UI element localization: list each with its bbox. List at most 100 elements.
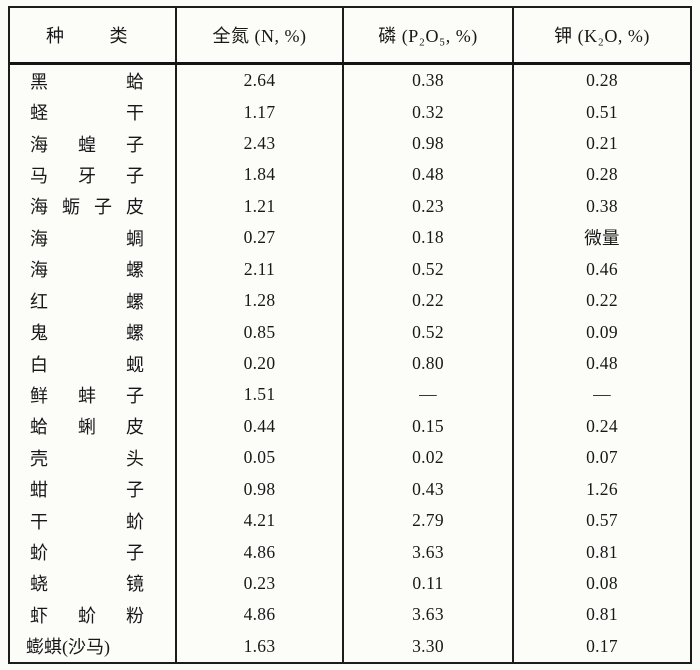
species-name-segment: 螺: [126, 260, 144, 281]
cell-species: 壳头: [10, 442, 177, 474]
phosphorus-value: 0.18: [412, 227, 444, 248]
species-name-segment: 子: [94, 197, 112, 218]
cell-phosphorus: 0.48: [344, 159, 514, 191]
species-name: 虾蚧粉: [30, 602, 144, 628]
cell-phosphorus: 0.11: [344, 567, 514, 600]
table-row: 蟛蜞(沙马) 1.63 3.30 0.17: [10, 630, 690, 663]
cell-nitrogen: 2.64: [177, 65, 344, 97]
table-row: 黑蛤 2.64 0.38 0.28: [10, 65, 690, 97]
cell-species: 蚶子: [10, 473, 177, 505]
species-name-segment: 皮: [126, 417, 144, 438]
cell-species: 鬼螺: [10, 316, 177, 348]
cell-nitrogen: 1.84: [177, 159, 344, 191]
table-row: 海螺 2.11 0.52 0.46: [10, 253, 690, 285]
cell-species: 虾蚧粉: [10, 599, 177, 631]
cell-potassium: 1.26: [514, 473, 690, 504]
species-name-segment: 蜊: [78, 417, 96, 438]
header-species-label: 种 类: [46, 22, 128, 48]
species-name: 海蝗子: [30, 131, 144, 157]
phosphorus-value: 0.32: [412, 101, 444, 122]
species-name-segment: 蜩: [126, 228, 144, 249]
species-name-segment: 蛏: [30, 103, 48, 124]
header-phosphorus: 磷 (P₂O₅, %): [344, 8, 514, 62]
table-row: 蛏干 1.17 0.32 0.51: [10, 96, 690, 128]
cell-phosphorus: 0.02: [344, 442, 514, 474]
phosphorus-value: —: [419, 384, 437, 405]
nitrogen-value: 0.20: [243, 353, 276, 373]
table-row: 红螺 1.28 0.22 0.22: [10, 284, 690, 317]
nitrogen-value: 1.84: [243, 164, 276, 185]
potassium-value: 0.22: [586, 290, 618, 311]
species-name: 蚶子: [30, 476, 144, 502]
nitrogen-value: 1.63: [243, 635, 276, 656]
species-name-segment: 红: [30, 291, 48, 312]
species-name: 海蛎子皮: [30, 193, 144, 219]
species-name-segment: 蚧: [78, 605, 96, 626]
species-name-segment: 蟛蜞(沙马): [26, 637, 110, 658]
nitrogen-value: 0.23: [243, 572, 276, 593]
phosphorus-value: 3.30: [412, 635, 444, 656]
cell-phosphorus: 3.30: [344, 630, 514, 663]
cell-nitrogen: 0.05: [177, 442, 344, 474]
species-name-segment: 蛲: [30, 574, 48, 595]
phosphorus-value: 0.52: [412, 258, 444, 279]
species-name: 干蚧: [30, 508, 144, 534]
potassium-value: 0.08: [586, 572, 618, 593]
nutrient-table: 种 类 全氮 (N, %) 磷 (P₂O₅, %) 钾 (K₂O, %) 黑蛤 …: [8, 6, 692, 664]
potassium-value: 0.28: [586, 70, 618, 91]
phosphorus-value: 0.02: [412, 447, 444, 468]
cell-phosphorus: —: [344, 379, 514, 411]
potassium-value: 0.09: [586, 321, 618, 342]
header-potassium: 钾 (K₂O, %): [514, 8, 690, 62]
species-name: 黑蛤: [30, 68, 144, 94]
cell-phosphorus: 3.63: [344, 599, 514, 631]
species-name-segment: 子: [126, 480, 144, 501]
species-name: 壳头: [30, 445, 144, 471]
potassium-value: —: [593, 384, 611, 405]
species-name-segment: 干: [30, 511, 48, 532]
cell-species: 干蚧: [10, 504, 177, 537]
header-species-segment: 类: [109, 26, 128, 46]
table-row: 海 蝗 子 2.43 0.98 0.21: [10, 127, 690, 160]
header-species: 种 类: [10, 8, 177, 62]
cell-species: 蛏干: [10, 96, 177, 128]
cell-nitrogen: 1.28: [177, 284, 344, 317]
species-name-segment: 螺: [126, 291, 144, 312]
potassium-value: 0.17: [586, 635, 618, 656]
phosphorus-value: 0.80: [412, 353, 444, 373]
cell-phosphorus: 3.63: [344, 536, 514, 568]
cell-species: 黑蛤: [10, 65, 177, 97]
species-name-segment: 干: [126, 103, 144, 124]
nitrogen-value: 0.05: [243, 447, 276, 468]
potassium-value: 0.07: [586, 447, 618, 468]
table-row: 鲜 蚌 子 1.51 — —: [10, 379, 690, 411]
table-row: 蚧子 4.86 3.63 0.81: [10, 536, 690, 568]
cell-species: 蟛蜞(沙马): [10, 630, 177, 663]
cell-potassium: 0.57: [514, 505, 690, 536]
cell-potassium: 0.28: [514, 65, 690, 96]
cell-potassium: 0.81: [514, 599, 690, 630]
table-row: 鬼螺 0.85 0.52 0.09: [10, 316, 690, 348]
phosphorus-value: 0.23: [412, 195, 444, 216]
species-name-segment: 虾: [30, 605, 48, 626]
species-name-segment: 黑: [30, 71, 48, 92]
phosphorus-value: 2.79: [412, 510, 444, 531]
cell-potassium: 0.09: [514, 316, 690, 347]
potassium-value: 0.81: [586, 604, 618, 625]
table-body: 黑蛤 2.64 0.38 0.28 蛏干 1.17 0.32 0.51 海蝗子 …: [10, 65, 690, 663]
cell-phosphorus: 0.32: [344, 96, 514, 128]
table-row: 马 牙 子 1.84 0.48 0.28: [10, 159, 690, 191]
nitrogen-value: 0.85: [243, 321, 276, 342]
phosphorus-value: 3.63: [412, 604, 444, 625]
phosphorus-value: 3.63: [412, 541, 444, 562]
cell-potassium: 0.08: [514, 568, 690, 599]
nitrogen-value: 0.44: [243, 415, 276, 436]
cell-phosphorus: 0.52: [344, 253, 514, 285]
cell-species: 蛲镜: [10, 567, 177, 600]
species-name: 蛲镜: [30, 570, 144, 596]
species-name-segment: 蝗: [78, 134, 96, 155]
nitrogen-value: 2.11: [243, 258, 276, 279]
table-row: 蛲镜 0.23 0.11 0.08: [10, 567, 690, 600]
species-name: 蟛蜞(沙马): [26, 633, 110, 659]
